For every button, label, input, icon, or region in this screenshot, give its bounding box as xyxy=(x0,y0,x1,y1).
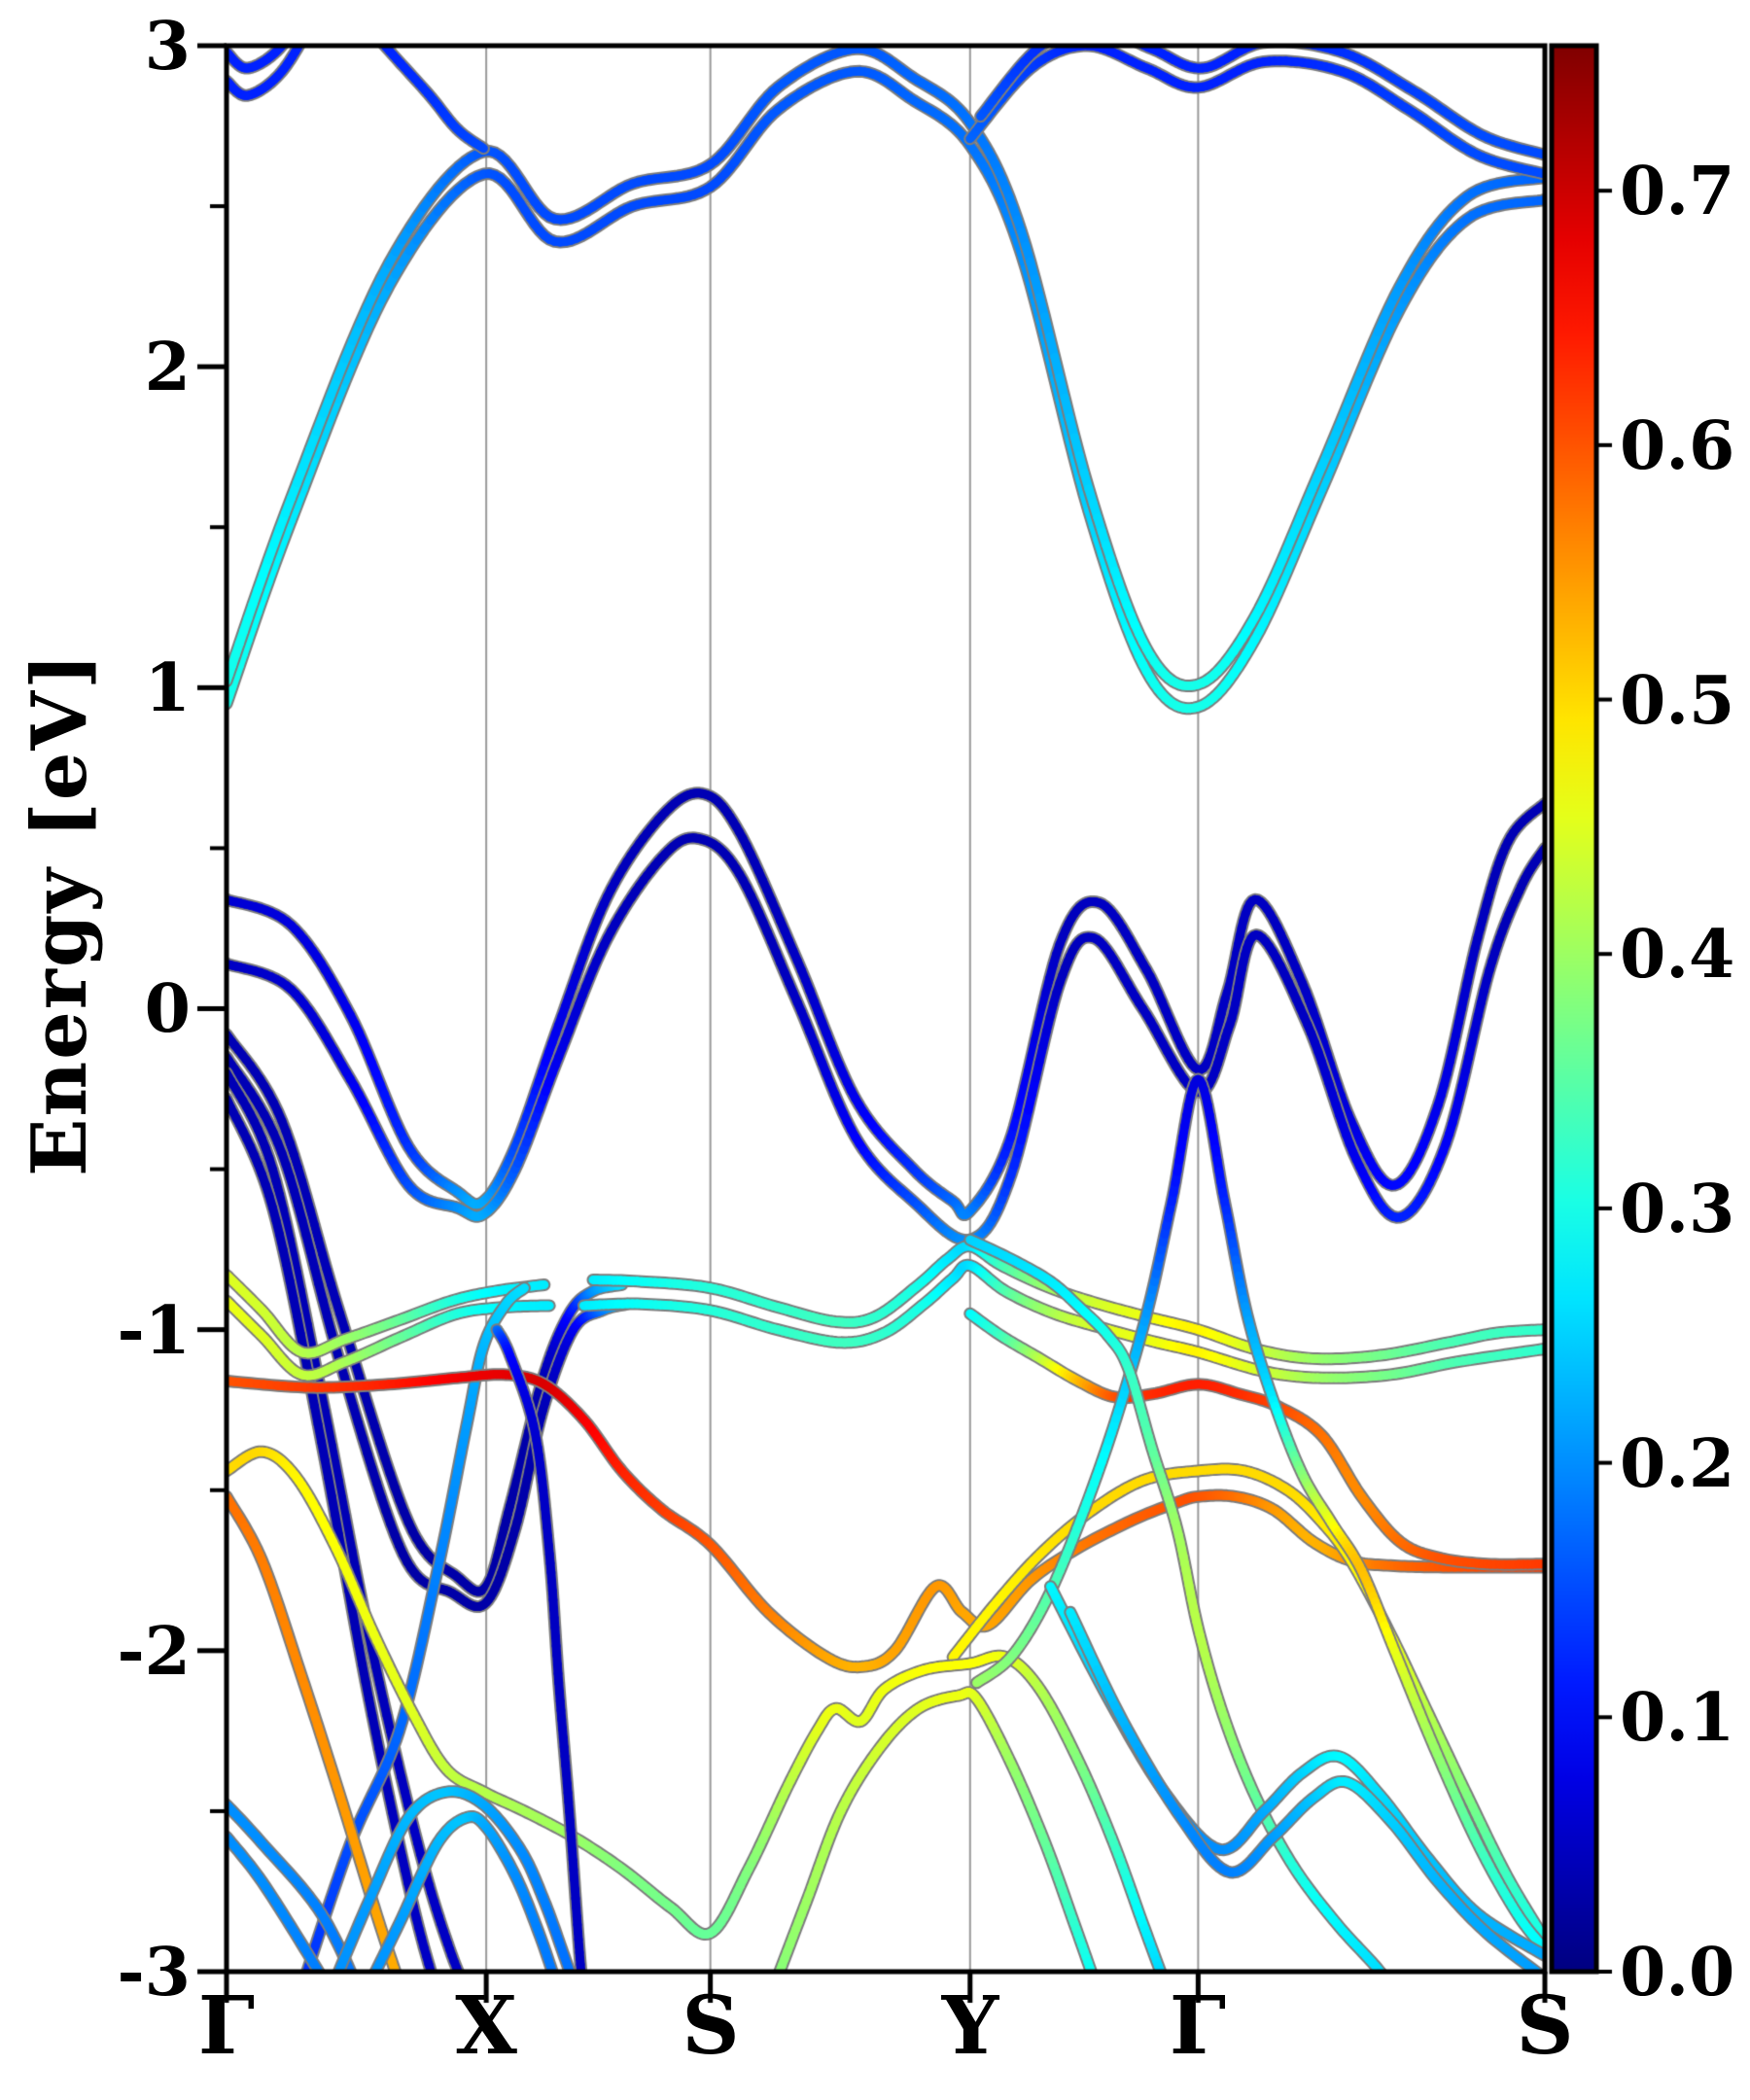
k-point-label-gamma: Γ xyxy=(197,1979,256,2073)
colorbar-tick-label: 0.3 xyxy=(1620,1171,1735,1248)
y-tick-label: 3 xyxy=(144,8,191,86)
y-tick-label: 2 xyxy=(144,329,191,406)
colorbar-tick-label: 0.5 xyxy=(1620,662,1735,740)
colorbar-tick-label: 0.4 xyxy=(1620,916,1735,994)
k-point-label-x: X xyxy=(455,1979,517,2073)
k-point-label-s2: S xyxy=(1516,1979,1574,2073)
colorbar-tick-label: 0.6 xyxy=(1620,407,1735,485)
k-point-label-y: Y xyxy=(941,1979,999,2073)
colorbar-tick-label: 0.0 xyxy=(1620,1934,1735,2012)
k-point-label-gamma2: Γ xyxy=(1169,1979,1227,2073)
y-tick-label: -3 xyxy=(117,1934,191,2012)
y-tick-label: 0 xyxy=(144,970,191,1048)
y-tick-label: 1 xyxy=(144,649,191,727)
k-point-label-s: S xyxy=(682,1979,740,2073)
y-tick-label: -2 xyxy=(117,1613,191,1691)
colorbar-tick-label: 0.1 xyxy=(1620,1679,1735,1757)
colorbar-tick-label: 0.7 xyxy=(1620,153,1735,230)
colorbar-tick-label: 0.2 xyxy=(1620,1425,1735,1503)
y-tick-label: -1 xyxy=(117,1292,191,1370)
